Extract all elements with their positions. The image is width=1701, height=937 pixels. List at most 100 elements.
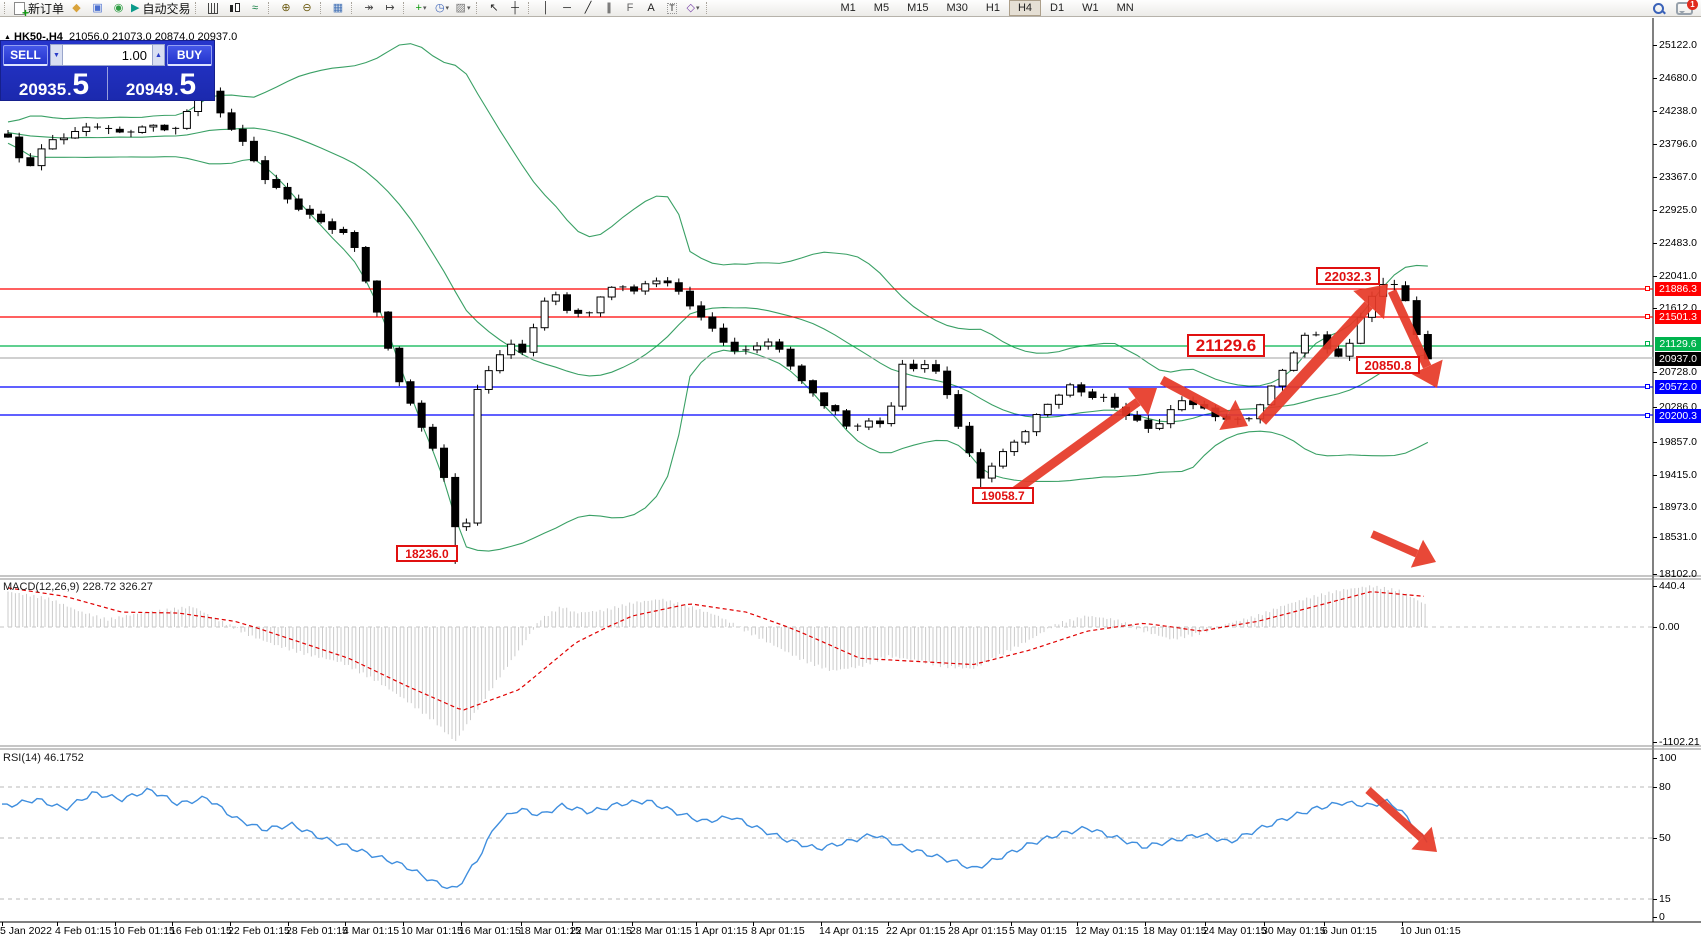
toolbar-separator xyxy=(4,2,9,14)
time-axis-tick xyxy=(521,922,522,926)
time-axis-tick xyxy=(57,922,58,926)
volume-decrease-button[interactable]: ▼ xyxy=(50,44,63,66)
time-axis-label: 5 May 01:15 xyxy=(1009,925,1067,937)
toolbar-separator xyxy=(475,2,481,14)
templates-button[interactable]: ▨ ▾ xyxy=(453,1,474,16)
axis-tick xyxy=(1653,442,1657,443)
chart-shift-icon[interactable]: ↦ xyxy=(380,1,401,16)
zoom-in-icon[interactable]: ⊕ xyxy=(276,1,297,16)
axis-tick xyxy=(1653,308,1657,309)
volume-increase-button[interactable]: ▲ xyxy=(152,44,165,66)
chat-icon[interactable]: 1 xyxy=(1676,0,1698,15)
rsi-axis-tick-label: 100 xyxy=(1659,752,1677,764)
time-axis-label: 18 May 01:15 xyxy=(1143,925,1207,937)
volume-input[interactable]: 1.00 xyxy=(63,44,152,66)
timeframe-h4[interactable]: H4 xyxy=(1008,0,1041,16)
autotrading-button-label: 自动交易 xyxy=(142,1,191,16)
timeframe-h1[interactable]: H1 xyxy=(985,2,1000,14)
crosshair-icon: ┼ xyxy=(511,1,519,14)
autotrading-button[interactable]: ▶ 自动交易 xyxy=(129,1,192,16)
time-axis-tick xyxy=(115,922,116,926)
dropdown-arrow-icon: ▾ xyxy=(466,5,471,12)
time-axis-tick xyxy=(1205,922,1206,926)
periods-button[interactable]: ◷ ▾ xyxy=(432,1,453,16)
fibonacci-icon: F xyxy=(626,1,634,14)
trendline-icon: ╱ xyxy=(584,1,592,14)
toolbar-separator xyxy=(350,2,356,14)
price-annotation[interactable]: 20850.8 xyxy=(1356,356,1420,374)
horizontal-line-icon[interactable]: ─ xyxy=(557,1,578,16)
time-axis-label: 22 Mar 01:15 xyxy=(570,925,632,937)
price-annotation[interactable]: 18236.0 xyxy=(396,545,458,562)
timeframe-w1[interactable]: W1 xyxy=(1082,2,1099,14)
axis-tick xyxy=(1653,787,1657,788)
text-icon[interactable]: A xyxy=(641,1,662,16)
rsi-axis-tick-label: 15 xyxy=(1659,893,1671,905)
price-axis-tick-label: 22925.0 xyxy=(1659,204,1697,216)
sell-button[interactable]: SELL xyxy=(3,44,48,66)
equidistant-channel-icon[interactable]: ∥ xyxy=(599,1,620,16)
timeframe-m15[interactable]: M15 xyxy=(907,2,929,14)
chart-area[interactable] xyxy=(0,18,1653,922)
rsi-value: 46.1752 xyxy=(43,752,84,764)
timeframe-mn[interactable]: MN xyxy=(1116,2,1134,14)
price-axis-tick-label: 18531.0 xyxy=(1659,531,1697,543)
vertical-line-icon[interactable]: │ xyxy=(536,1,557,16)
price-annotation[interactable]: 22032.3 xyxy=(1316,267,1380,285)
buy-button[interactable]: BUY xyxy=(167,44,212,66)
cursor-icon[interactable]: ↖ xyxy=(484,1,505,16)
bars-chart-icon[interactable] xyxy=(203,1,224,16)
time-axis-label: 28 Mar 01:15 xyxy=(630,925,692,937)
zoom-out-icon[interactable]: ⊖ xyxy=(297,1,318,16)
tile-windows-icon: ▦ xyxy=(332,1,344,14)
timeframe-m1[interactable]: M1 xyxy=(840,2,856,14)
buy-price-main: 20949 xyxy=(125,80,174,99)
crosshair-icon[interactable]: ┼ xyxy=(505,1,526,16)
toolbar-separator xyxy=(527,2,533,14)
timeframe-d1[interactable]: D1 xyxy=(1050,2,1065,14)
candles-chart-icon[interactable] xyxy=(224,1,245,16)
time-axis-tick xyxy=(230,922,231,926)
price-axis-tick-label: 24680.0 xyxy=(1659,72,1697,84)
time-axis-tick xyxy=(288,922,289,926)
time-axis-label: 22 Feb 01:15 xyxy=(228,925,290,937)
line-chart-icon[interactable]: ≈ xyxy=(245,1,266,16)
timeframe-m30[interactable]: M30 xyxy=(946,2,968,14)
candles-chart-icon xyxy=(229,2,240,14)
indicators-button[interactable]: + ▾ xyxy=(411,1,432,16)
price-annotation[interactable]: 19058.7 xyxy=(972,487,1034,504)
time-axis-label: 4 Mar 01:15 xyxy=(343,925,400,937)
objects-button[interactable]: ◇ ▾ xyxy=(683,1,704,16)
axis-tick xyxy=(1653,372,1657,373)
time-axis-label: 18 Mar 01:15 xyxy=(519,925,581,937)
terminal-icon[interactable]: ▣ xyxy=(87,1,108,16)
tile-windows-icon[interactable]: ▦ xyxy=(328,1,349,16)
fibonacci-icon[interactable]: F xyxy=(620,1,641,16)
price-axis-tick-label: 19415.0 xyxy=(1659,469,1697,481)
toolbar-separator xyxy=(402,2,408,14)
axis-tick xyxy=(1653,507,1657,508)
time-axis-label: 8 Apr 01:15 xyxy=(751,925,805,937)
signals-icon[interactable]: ◉ xyxy=(108,1,129,16)
metaeditor-icon[interactable]: ◆ xyxy=(66,1,87,16)
price-axis-tick-label: 18102.0 xyxy=(1659,568,1697,580)
signals-icon: ◉ xyxy=(113,1,124,14)
price-annotation[interactable]: 21129.6 xyxy=(1187,334,1265,357)
macd-axis-tick-label: 440.4 xyxy=(1659,580,1686,592)
price-tag: 21501.3 xyxy=(1655,310,1701,324)
rsi-title: RSI(14) xyxy=(3,752,41,764)
axis-tick xyxy=(1653,838,1657,839)
time-axis-tick xyxy=(821,922,822,926)
axis-tick xyxy=(1653,627,1657,628)
text-label-icon: T xyxy=(667,2,677,14)
autotrading-icon: ▶ xyxy=(131,1,140,14)
auto-scroll-icon[interactable]: ↠ xyxy=(359,1,380,16)
text-label-icon[interactable]: T xyxy=(662,1,683,16)
trendline-icon[interactable]: ╱ xyxy=(578,1,599,16)
time-axis-label: 28 Apr 01:15 xyxy=(948,925,1008,937)
time-axis-tick xyxy=(403,922,404,926)
new-order-button[interactable]: 新订单 xyxy=(12,1,66,20)
symbol-marker-icon: ▲ xyxy=(4,34,11,41)
search-icon[interactable] xyxy=(1653,2,1664,14)
timeframe-m5[interactable]: M5 xyxy=(873,2,890,14)
